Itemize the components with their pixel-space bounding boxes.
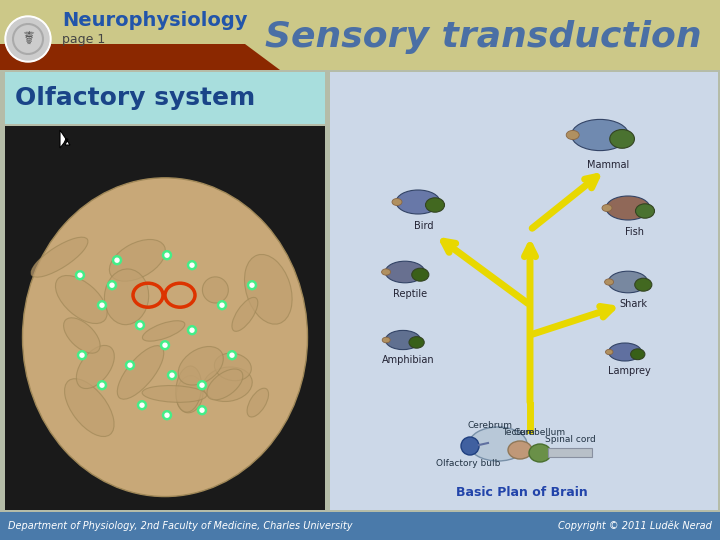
Ellipse shape [392,199,402,206]
Ellipse shape [109,239,166,281]
Text: Copyright © 2011 Luděk Nerad: Copyright © 2011 Luděk Nerad [558,521,712,531]
Ellipse shape [22,178,307,497]
Circle shape [220,303,224,307]
Circle shape [138,323,142,327]
Text: Basic Plan of Brain: Basic Plan of Brain [456,485,588,498]
Circle shape [165,253,169,257]
FancyBboxPatch shape [5,72,325,124]
Ellipse shape [631,349,645,360]
Text: Department of Physiology, 2nd Faculty of Medicine, Charles University: Department of Physiology, 2nd Faculty of… [8,521,353,531]
Text: Olfactory system: Olfactory system [15,86,256,110]
Circle shape [187,261,197,269]
Ellipse shape [207,369,243,400]
Ellipse shape [635,278,652,291]
Circle shape [461,437,479,455]
Text: Amphibian: Amphibian [382,355,434,365]
Ellipse shape [602,205,612,212]
Ellipse shape [76,346,114,389]
Circle shape [250,283,254,287]
Ellipse shape [117,346,163,399]
Circle shape [107,281,117,289]
Ellipse shape [176,366,202,412]
FancyBboxPatch shape [548,448,592,457]
Ellipse shape [385,261,425,283]
Circle shape [76,271,84,280]
Ellipse shape [409,336,424,348]
Ellipse shape [508,441,532,459]
Text: Sensory transduction: Sensory transduction [266,20,702,54]
Text: Bird: Bird [414,221,433,231]
Ellipse shape [608,271,648,293]
FancyBboxPatch shape [0,512,720,540]
Circle shape [80,353,84,357]
Ellipse shape [143,321,185,341]
Ellipse shape [63,318,100,353]
Circle shape [110,283,114,287]
Circle shape [125,361,135,370]
Circle shape [165,413,169,417]
Ellipse shape [636,204,654,218]
Ellipse shape [245,254,292,324]
Circle shape [230,353,234,357]
Ellipse shape [385,330,420,349]
Ellipse shape [529,444,551,462]
Ellipse shape [566,131,579,139]
Text: Neurophysiology: Neurophysiology [62,10,248,30]
Ellipse shape [202,277,228,303]
Circle shape [190,328,194,332]
Text: Olfactory bulb: Olfactory bulb [436,459,500,468]
Text: Cerebellum: Cerebellum [514,428,566,437]
Circle shape [128,363,132,367]
FancyBboxPatch shape [330,72,718,510]
Text: page 1: page 1 [62,33,105,46]
FancyBboxPatch shape [5,126,325,510]
Circle shape [138,401,146,410]
Ellipse shape [55,275,107,323]
Ellipse shape [396,190,440,214]
Ellipse shape [572,119,629,151]
Ellipse shape [142,386,207,402]
Circle shape [97,301,107,310]
FancyBboxPatch shape [0,0,720,70]
Circle shape [163,343,167,347]
Ellipse shape [606,196,650,220]
Text: Reptile: Reptile [393,289,428,299]
Ellipse shape [31,237,88,277]
Polygon shape [0,44,280,70]
Circle shape [100,383,104,387]
Text: Shark: Shark [619,299,647,309]
Circle shape [200,408,204,412]
Text: Spinal cord: Spinal cord [544,435,595,444]
Text: Cerebrum: Cerebrum [467,421,513,430]
Circle shape [97,381,107,390]
Circle shape [248,281,256,289]
Ellipse shape [65,379,114,436]
Ellipse shape [426,198,444,212]
Ellipse shape [203,367,252,402]
Ellipse shape [104,269,148,325]
Circle shape [163,411,171,420]
Ellipse shape [608,343,642,361]
Circle shape [7,18,49,60]
Ellipse shape [610,130,634,148]
Text: ☤: ☤ [22,30,34,48]
Circle shape [200,383,204,387]
Circle shape [78,273,82,277]
Circle shape [197,406,207,415]
Ellipse shape [178,347,223,385]
Ellipse shape [469,427,527,461]
Circle shape [163,251,171,260]
Ellipse shape [606,349,613,355]
Ellipse shape [232,298,258,332]
Circle shape [112,256,122,265]
Circle shape [217,301,227,310]
Ellipse shape [382,269,391,275]
Ellipse shape [247,388,269,417]
Text: Fish: Fish [624,227,644,237]
Circle shape [115,258,119,262]
Circle shape [135,321,145,330]
Circle shape [197,381,207,390]
Circle shape [78,350,86,360]
Circle shape [161,341,169,350]
